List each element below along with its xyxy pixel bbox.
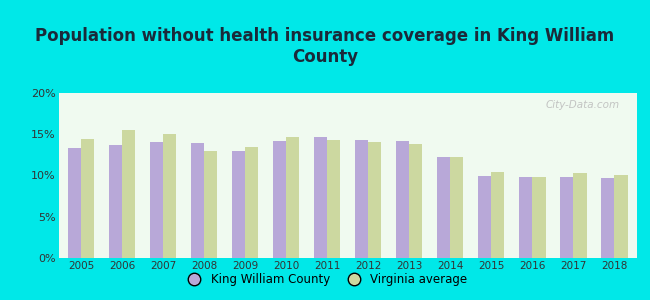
Bar — [437, 157, 450, 258]
Legend: King William County, Virginia average: King William County, Virginia average — [178, 269, 472, 291]
Bar — [355, 140, 369, 258]
Bar — [232, 151, 245, 258]
Bar — [519, 177, 532, 258]
Text: City-Data.com: City-Data.com — [545, 100, 619, 110]
Bar — [68, 148, 81, 258]
Bar — [109, 145, 122, 258]
Bar — [396, 141, 410, 258]
Bar — [163, 134, 176, 258]
Bar — [273, 141, 286, 258]
Bar — [245, 147, 258, 258]
Bar — [478, 176, 491, 258]
Bar — [191, 143, 204, 258]
Bar — [122, 130, 135, 258]
Bar — [560, 177, 573, 258]
Bar — [81, 139, 94, 258]
Bar — [614, 175, 627, 258]
Text: Population without health insurance coverage in King William
County: Population without health insurance cove… — [35, 27, 615, 66]
Bar — [573, 173, 586, 258]
Bar — [204, 151, 217, 258]
Bar — [601, 178, 614, 258]
Bar — [150, 142, 163, 258]
Bar — [327, 140, 341, 258]
Bar — [491, 172, 504, 258]
Bar — [314, 137, 327, 258]
Bar — [369, 142, 382, 258]
Bar — [286, 137, 300, 258]
Bar — [532, 177, 545, 258]
Bar — [410, 144, 422, 258]
Bar — [450, 157, 463, 258]
